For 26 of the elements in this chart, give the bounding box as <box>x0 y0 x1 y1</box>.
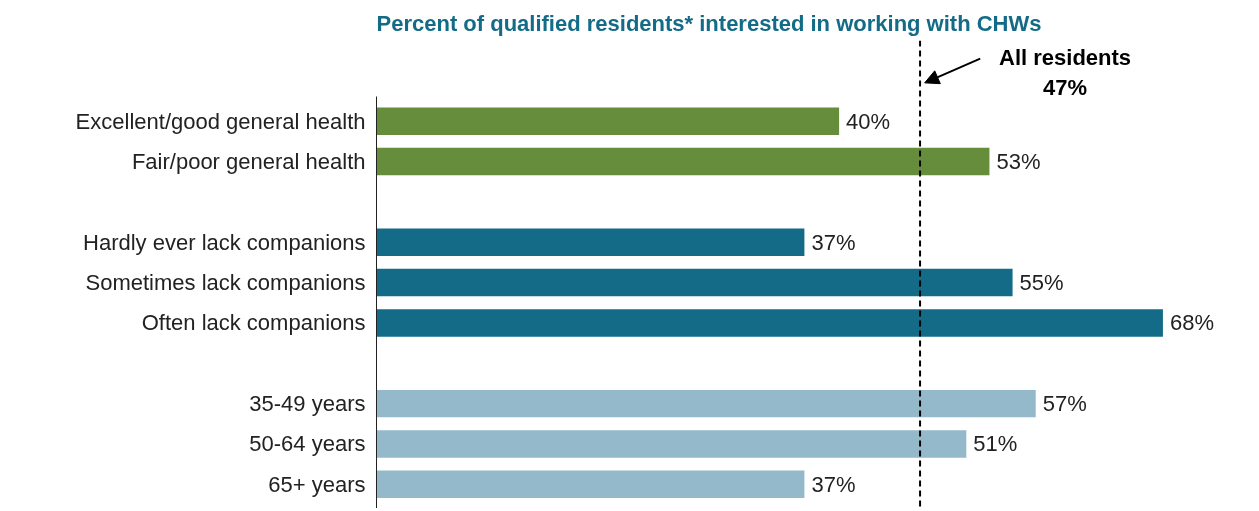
y-tick-label: 35-49 years <box>249 391 366 417</box>
data-label: 40% <box>846 108 891 134</box>
y-tick-label: 65+ years <box>268 471 366 497</box>
chart-title: Percent of qualified residents* interested in working with CHWs <box>376 10 1042 36</box>
bar <box>376 147 990 176</box>
data-label: 55% <box>1019 270 1064 296</box>
data-label: 37% <box>811 471 856 497</box>
y-tick-label: 50-64 years <box>249 431 366 457</box>
bar <box>376 389 1036 418</box>
bar <box>376 430 967 458</box>
y-tick-label: Often lack companions <box>141 310 366 336</box>
y-tick-label: Hardly ever lack companions <box>83 229 366 255</box>
bar <box>376 228 805 256</box>
data-label: 37% <box>811 229 856 255</box>
data-label: 53% <box>996 149 1041 175</box>
bar <box>376 268 1013 297</box>
bar <box>376 309 1163 337</box>
ref-line-label: All residents 47% <box>999 45 1132 101</box>
y-tick-label: Excellent/good general health <box>75 108 366 134</box>
y-tick-label: Fair/poor general health <box>131 149 366 175</box>
data-label: 57% <box>1042 391 1087 417</box>
data-label: 51% <box>973 431 1018 457</box>
y-tick-label: Sometimes lack companions <box>85 270 366 296</box>
data-label: 68% <box>1169 310 1214 336</box>
bar <box>376 470 805 499</box>
bar <box>376 107 840 135</box>
